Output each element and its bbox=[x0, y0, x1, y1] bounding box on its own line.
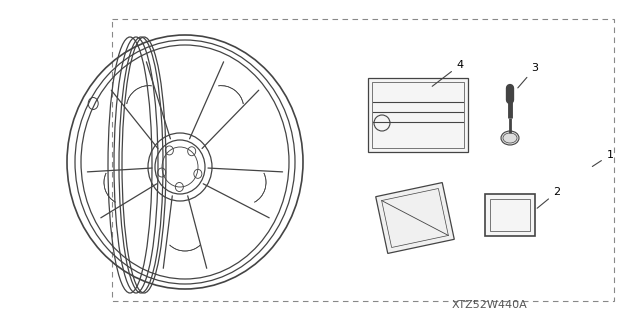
Bar bbox=[112, 19, 614, 301]
Text: 2: 2 bbox=[537, 187, 561, 208]
Ellipse shape bbox=[501, 131, 519, 145]
Text: 1: 1 bbox=[593, 150, 614, 167]
Bar bbox=[372, 82, 464, 148]
Text: XTZ52W440A: XTZ52W440A bbox=[452, 300, 528, 310]
Text: 4: 4 bbox=[432, 60, 463, 86]
Bar bbox=[368, 78, 468, 152]
Polygon shape bbox=[484, 195, 536, 235]
Polygon shape bbox=[376, 182, 454, 253]
Text: 3: 3 bbox=[518, 63, 538, 88]
